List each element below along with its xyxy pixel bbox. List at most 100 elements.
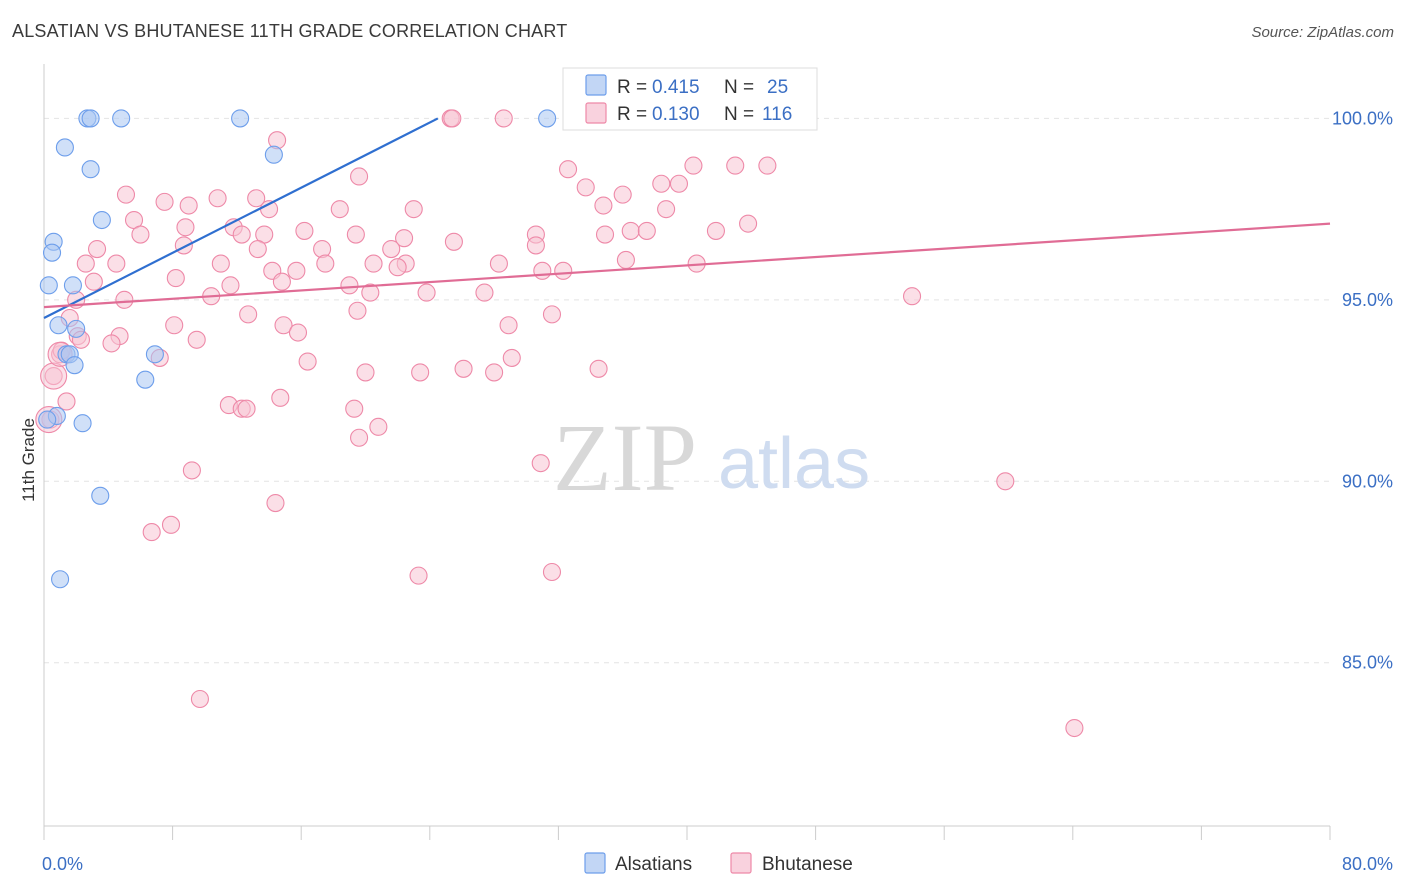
alsatian-point-7 xyxy=(264,145,283,164)
bhutanese-point-94 xyxy=(531,454,550,473)
legend-r-value-1: 0.415 xyxy=(652,77,700,98)
bhutanese-point-2 xyxy=(494,109,513,128)
bhutanese-point-111 xyxy=(739,214,758,233)
bhutanese-point-30 xyxy=(295,221,314,240)
bhutanese-point-52 xyxy=(554,261,573,280)
alsatian-point-14 xyxy=(67,319,86,338)
bhutanese-point-28 xyxy=(131,225,150,244)
bhutanese-point-49 xyxy=(388,258,407,277)
bhutanese-point-63 xyxy=(115,290,134,309)
bhutanese-point-9 xyxy=(758,156,777,175)
y-tick-label-3: 100.0% xyxy=(1332,108,1393,128)
bhutanese-point-113 xyxy=(706,221,725,240)
bhutanese-point-21 xyxy=(330,200,349,219)
bhutanese-point-41 xyxy=(248,240,267,259)
x-tick-label-0: 0.0% xyxy=(42,854,83,874)
bhutanese-point-72 xyxy=(499,316,518,335)
legend-r-value-2: 0.130 xyxy=(652,104,700,125)
source-credit: Source: ZipAtlas.com xyxy=(1251,24,1394,41)
bhutanese-point-44 xyxy=(107,254,126,273)
bhutanese-point-46 xyxy=(316,254,335,273)
bhutanese-point-60 xyxy=(361,283,380,302)
bhutanese-point-61 xyxy=(475,283,494,302)
bhutanese-point-10 xyxy=(350,167,369,186)
alsatian-point-24 xyxy=(51,570,70,589)
legend-r-label-1: R = xyxy=(617,77,647,98)
stats-legend: R = 0.415 N = 25 R = 0.130 N = 116 xyxy=(562,67,818,131)
bhutanese-point-73 xyxy=(542,305,562,324)
alsatian-point-18 xyxy=(65,356,84,375)
bhutanese-point-45 xyxy=(211,254,230,273)
bhutanese-point-84 xyxy=(485,363,504,382)
bhutanese-point-16 xyxy=(155,192,174,211)
bhutanese-point-92 xyxy=(350,428,369,447)
bhutanese-point-55 xyxy=(166,269,185,288)
bhutanese-point-57 xyxy=(221,276,240,295)
legend-n-label-1: N = xyxy=(724,77,754,98)
bhutanese-point-96 xyxy=(996,472,1015,491)
bottom-legend-alsatians: Alsatians xyxy=(615,854,692,875)
bhutanese-point-59 xyxy=(417,283,436,302)
bhutanese-point-112 xyxy=(657,200,676,219)
bhutanese-point-69 xyxy=(165,316,184,335)
alsatian-point-23 xyxy=(91,486,110,505)
y-axis-label: 11th Grade xyxy=(19,418,38,502)
bhutanese-point-35 xyxy=(637,221,656,240)
bhutanese-cluster-0 xyxy=(40,362,68,390)
watermark: ZIP atlas xyxy=(553,404,870,511)
bhutanese-point-58 xyxy=(340,276,359,295)
alsatian-point-12 xyxy=(63,276,82,295)
bhutanese-point-25 xyxy=(176,218,195,237)
alsatian-point-21 xyxy=(38,410,57,429)
alsatian-point-10 xyxy=(42,243,62,262)
bottom-swatch-alsatians xyxy=(584,852,606,874)
x-tick-label-1: 80.0% xyxy=(1342,854,1393,874)
bhutanese-point-97 xyxy=(266,494,285,513)
bhutanese-point-43 xyxy=(76,254,95,273)
bhutanese-point-22 xyxy=(404,200,423,219)
gridlines xyxy=(44,117,1330,664)
chart-title: ALSATIAN VS BHUTANESE 11TH GRADE CORRELA… xyxy=(12,21,568,41)
bottom-swatch-bhutanese xyxy=(730,852,752,874)
watermark-atlas: atlas xyxy=(718,424,870,504)
alsatian-point-6 xyxy=(81,160,100,179)
bhutanese-point-100 xyxy=(409,566,428,585)
bhutanese-point-56 xyxy=(84,272,103,291)
bhutanese-point-17 xyxy=(179,196,198,215)
y-tick-label-2: 95.0% xyxy=(1342,290,1393,310)
bhutanese-point-6 xyxy=(558,160,578,179)
legend-n-label-2: N = xyxy=(724,104,754,125)
bhutanese-point-81 xyxy=(356,363,375,382)
bhutanese-points xyxy=(35,109,1084,738)
bhutanese-point-39 xyxy=(382,240,401,259)
alsatian-trend-line xyxy=(43,117,439,319)
y-tick-label-0: 85.0% xyxy=(1342,653,1393,673)
trend-lines xyxy=(43,117,1331,319)
bhutanese-point-98 xyxy=(161,515,181,534)
bhutanese-point-36 xyxy=(444,232,463,251)
bhutanese-point-13 xyxy=(669,174,689,193)
tick-labels: 85.0% 90.0% 95.0% 100.0% 0.0% 80.0% xyxy=(42,108,1393,874)
alsatian-point-3 xyxy=(231,109,250,128)
bhutanese-point-62 xyxy=(272,272,291,291)
bhutanese-point-27 xyxy=(232,225,251,244)
bhutanese-point-109 xyxy=(345,399,364,418)
legend-swatch-bhutanese xyxy=(585,102,607,124)
bhutanese-trend-line xyxy=(43,222,1331,309)
axes xyxy=(43,64,1331,840)
bhutanese-point-108 xyxy=(237,399,256,418)
bhutanese-point-93 xyxy=(369,417,388,436)
alsatian-point-2 xyxy=(112,109,131,128)
bhutanese-point-67 xyxy=(239,305,258,324)
legend-n-value-1: 25 xyxy=(767,77,788,98)
alsatian-point-11 xyxy=(39,276,58,295)
bhutanese-point-114 xyxy=(616,250,635,269)
bhutanese-point-34 xyxy=(621,221,640,240)
bottom-legend-bhutanese: Bhutanese xyxy=(762,854,853,875)
bhutanese-point-107 xyxy=(454,359,473,378)
bhutanese-point-7 xyxy=(684,156,703,175)
y-tick-label-1: 90.0% xyxy=(1342,471,1393,491)
bhutanese-point-18 xyxy=(208,189,227,208)
bhutanese-point-42 xyxy=(87,240,107,259)
alsatian-points xyxy=(38,109,557,589)
